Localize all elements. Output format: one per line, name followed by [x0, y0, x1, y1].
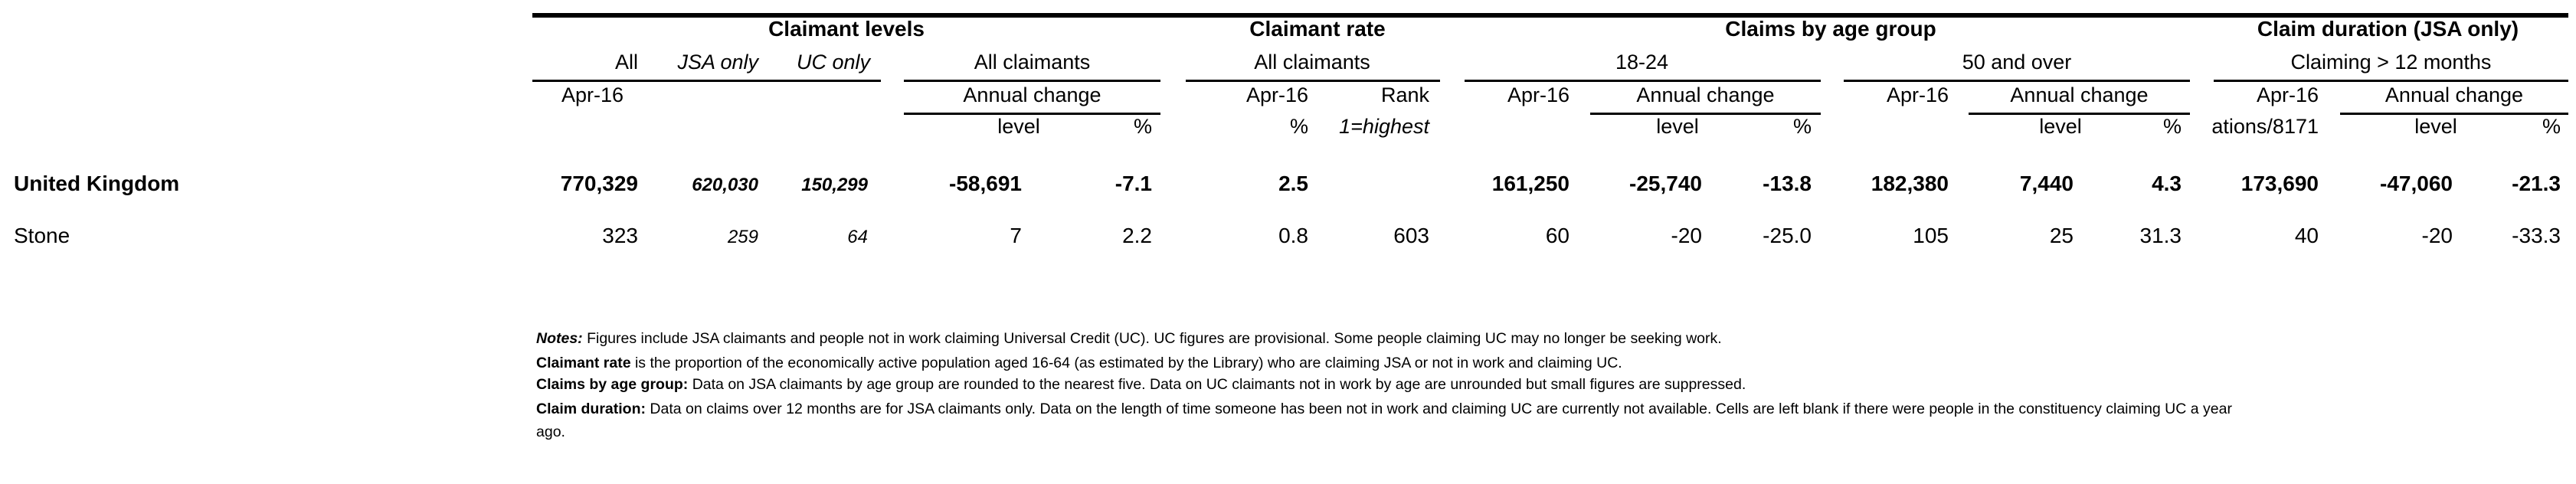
group-claimant-levels: Claimant levels	[768, 17, 925, 41]
note-text: ago.	[536, 424, 565, 440]
cell-dur-change-pct: -33.3	[2512, 224, 2561, 247]
cell-rank: 603	[1393, 224, 1429, 247]
rule-dur-annual-change	[2340, 113, 2568, 115]
cell-dur-apr: 40	[2294, 224, 2319, 247]
header-all-claimants-rate: All claimants	[1254, 51, 1370, 74]
header-age50-pct: %	[2162, 115, 2182, 138]
note-text: Figures include JSA claimants and people…	[582, 330, 1722, 347]
header-uc-only: UC only	[796, 51, 870, 74]
cell-rate-pct: 2.5	[1278, 172, 1308, 195]
header-levels-level: level	[997, 115, 1040, 138]
header-age-18-24: 18-24	[1615, 51, 1669, 74]
header-levels-annual-change: Annual change	[963, 83, 1101, 106]
header-age1824-pct: %	[1792, 115, 1812, 138]
cell-age50-change-pct: 31.3	[2139, 224, 2182, 247]
note-claims-by-age: Claims by age group: Data on JSA claiman…	[536, 375, 1746, 394]
group-claimant-rate: Claimant rate	[1249, 17, 1386, 41]
cell-age50-change-level: 7,440	[2019, 172, 2074, 195]
rule-all-claimants-levels	[904, 80, 1160, 82]
cell-change-level: -58,691	[949, 172, 1022, 195]
header-age1824-level: level	[1656, 115, 1699, 138]
cell-uc-only: 64	[847, 227, 868, 247]
header-all: All	[614, 51, 638, 74]
header-rate-rank: Rank	[1380, 83, 1429, 106]
cell-change-level: 7	[1010, 224, 1022, 247]
cell-age1824-change-pct: -25.0	[1763, 224, 1812, 247]
cell-dur-change-level: -20	[2421, 224, 2453, 247]
group-claim-duration: Claim duration (JSA only)	[2257, 17, 2519, 41]
note-general: Notes: Figures include JSA claimants and…	[536, 329, 1722, 348]
header-dur-apr-overflow: ations/8171	[2211, 115, 2319, 138]
note-label: Notes:	[536, 330, 583, 347]
note-claim-duration-cont: ago.	[536, 423, 565, 441]
header-dur-level: level	[2414, 115, 2457, 138]
cell-change-pct: -7.1	[1115, 172, 1152, 195]
group-claims-by-age: Claims by age group	[1725, 17, 1936, 41]
rule-age1824-annual-change	[1590, 113, 1821, 115]
header-claiming-12-months: Claiming > 12 months	[2290, 51, 2492, 74]
cell-jsa-only: 259	[727, 227, 758, 247]
cell-age50-apr: 182,380	[1871, 172, 1949, 195]
header-all-claimants-levels: All claimants	[974, 51, 1091, 74]
cell-change-pct: 2.2	[1122, 224, 1152, 247]
cell-jsa-only: 620,030	[692, 175, 758, 195]
cell-age50-change-level: 25	[2049, 224, 2074, 247]
cell-age50-apr: 105	[1913, 224, 1949, 247]
row-name: United Kingdom	[14, 172, 180, 195]
rule-all-claimants-rate	[1186, 80, 1440, 82]
note-label: Claims by age group:	[536, 376, 689, 393]
header-rate-apr: Apr-16	[1245, 83, 1308, 106]
cell-all: 323	[602, 224, 638, 247]
cell-age1824-change-level: -25,740	[1629, 172, 1702, 195]
header-levels-pct: %	[1133, 115, 1152, 138]
header-rate-pct: %	[1289, 115, 1308, 138]
cell-dur-apr: 173,690	[2240, 172, 2319, 195]
header-dur-apr: Apr-16	[2256, 83, 2319, 106]
header-jsa-only: JSA only	[677, 51, 758, 74]
header-age50-level: level	[2039, 115, 2082, 138]
rule-age-18-24	[1465, 80, 1821, 82]
header-dur-pct: %	[2542, 115, 2561, 138]
rule-age-50-over	[1844, 80, 2190, 82]
header-age-50-over: 50 and over	[1962, 51, 2072, 74]
header-age1824-annual-change: Annual change	[1636, 83, 1775, 106]
header-age50-apr: Apr-16	[1886, 83, 1949, 106]
note-claim-duration: Claim duration: Data on claims over 12 m…	[536, 400, 2232, 418]
header-dur-annual-change: Annual change	[2385, 83, 2524, 106]
rule-age50-annual-change	[1969, 113, 2190, 115]
cell-uc-only: 150,299	[801, 175, 868, 195]
cell-age50-change-pct: 4.3	[2152, 172, 2182, 195]
header-levels-apr: Apr-16	[561, 83, 624, 106]
note-label: Claimant rate	[536, 355, 631, 371]
cell-dur-change-pct: -21.3	[2512, 172, 2561, 195]
rule-levels-annual-change	[904, 113, 1160, 115]
cell-age1824-apr: 161,250	[1491, 172, 1569, 195]
rule-levels	[532, 80, 881, 82]
row-name: Stone	[14, 224, 70, 247]
cell-age1824-change-level: -20	[1671, 224, 1702, 247]
note-label: Claim duration:	[536, 401, 646, 417]
cell-dur-change-level: -47,060	[2380, 172, 2453, 195]
cell-age1824-change-pct: -13.8	[1763, 172, 1812, 195]
header-rate-rank-note: 1=highest	[1339, 115, 1429, 138]
cell-all: 770,329	[560, 172, 638, 195]
cell-age1824-apr: 60	[1545, 224, 1569, 247]
note-text: Data on claims over 12 months are for JS…	[646, 401, 2232, 417]
rule-claiming-12-months	[2214, 80, 2568, 82]
note-claimant-rate: Claimant rate is the proportion of the e…	[536, 354, 1622, 372]
cell-rate-pct: 0.8	[1278, 224, 1308, 247]
note-text: Data on JSA claimants by age group are r…	[688, 376, 1746, 393]
header-age50-annual-change: Annual change	[2010, 83, 2149, 106]
table-top-rule	[532, 13, 2568, 18]
header-age1824-apr: Apr-16	[1507, 83, 1569, 106]
note-text: is the proportion of the economically ac…	[630, 355, 1622, 371]
